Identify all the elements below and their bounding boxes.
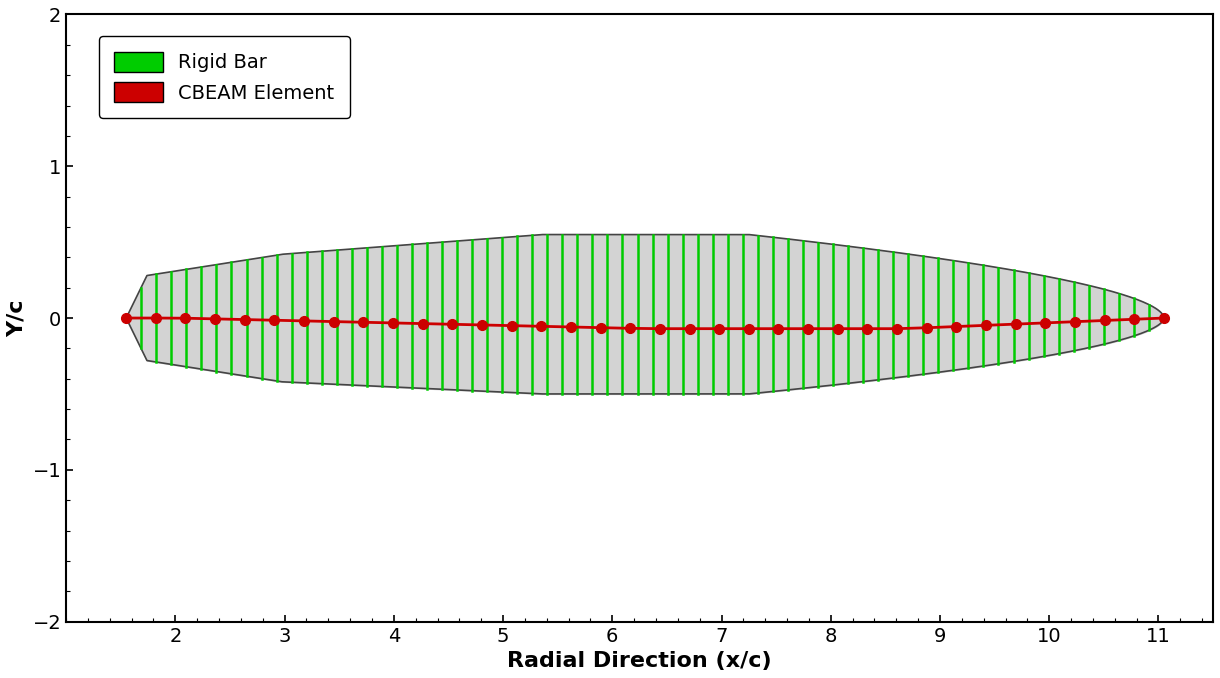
X-axis label: Radial Direction (x/c): Radial Direction (x/c)	[508, 651, 772, 671]
Y-axis label: Y/c: Y/c	[7, 299, 27, 337]
Legend: Rigid Bar, CBEAM Element: Rigid Bar, CBEAM Element	[99, 37, 350, 118]
